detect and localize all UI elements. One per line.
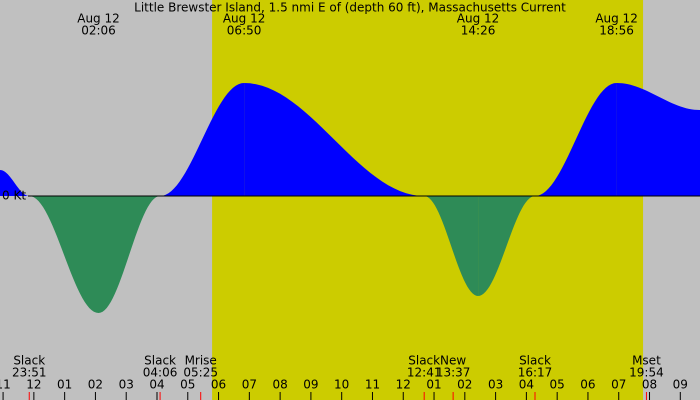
event-time: 04:06	[143, 366, 178, 380]
event-label: Slack	[519, 354, 551, 368]
x-tick-label: 04	[149, 378, 164, 392]
event-label: Slack	[144, 354, 176, 368]
event-time: 23:51	[12, 366, 47, 380]
peak-date: Aug 12	[77, 12, 120, 26]
zero-label: 0 Kt	[2, 189, 26, 203]
x-tick-label: 11	[0, 378, 11, 392]
event-label: Mset	[632, 354, 661, 368]
daylight	[212, 0, 644, 400]
x-tick-label: 02	[457, 378, 472, 392]
peak-date: Aug 12	[457, 12, 500, 26]
event-time: 16:17	[518, 366, 553, 380]
peak-date: Aug 12	[595, 12, 638, 26]
x-tick-label: 09	[303, 378, 318, 392]
x-tick-label: 02	[88, 378, 103, 392]
x-tick-label: 05	[550, 378, 565, 392]
flood-area	[616, 83, 700, 196]
peak-time: 06:50	[227, 24, 262, 38]
event-time: 12:41	[407, 366, 442, 380]
x-tick-label: 01	[426, 378, 441, 392]
x-tick-label: 06	[580, 378, 595, 392]
flood-area	[160, 83, 245, 196]
x-tick-label: 05	[180, 378, 195, 392]
event-label: Mrise	[185, 354, 217, 368]
x-tick-label: 12	[26, 378, 41, 392]
x-tick-label: 09	[673, 378, 688, 392]
event-time: 05:25	[183, 366, 218, 380]
x-tick-label: 03	[488, 378, 503, 392]
x-tick-label: 03	[119, 378, 134, 392]
event-label: Slack	[13, 354, 45, 368]
x-tick-label: 12	[396, 378, 411, 392]
ebb-area	[29, 196, 99, 313]
flood-area	[244, 83, 425, 196]
event-time: 13:37	[436, 366, 471, 380]
flood-area	[0, 170, 30, 196]
flood-area	[535, 83, 617, 196]
x-tick-label: 04	[519, 378, 534, 392]
event-label: New	[440, 354, 466, 368]
chart-title: Little Brewster Island, 1.5 nmi E of (de…	[134, 1, 566, 15]
peak-time: 02:06	[81, 24, 116, 38]
x-tick-label: 11	[365, 378, 380, 392]
x-tick-label: 10	[334, 378, 349, 392]
x-tick-label: 06	[211, 378, 226, 392]
x-tick-label: 07	[242, 378, 257, 392]
ebb-area	[478, 196, 536, 296]
x-tick-label: 07	[611, 378, 626, 392]
ebb-area	[424, 196, 479, 296]
event-time: 19:54	[629, 366, 664, 380]
peak-time: 14:26	[461, 24, 496, 38]
peak-time: 18:56	[599, 24, 634, 38]
event-label: Slack	[408, 354, 440, 368]
peak-date: Aug 12	[223, 12, 266, 26]
x-tick-label: 01	[57, 378, 72, 392]
x-tick-label: 08	[642, 378, 657, 392]
x-tick-label: 08	[272, 378, 287, 392]
ebb-area	[98, 196, 161, 313]
